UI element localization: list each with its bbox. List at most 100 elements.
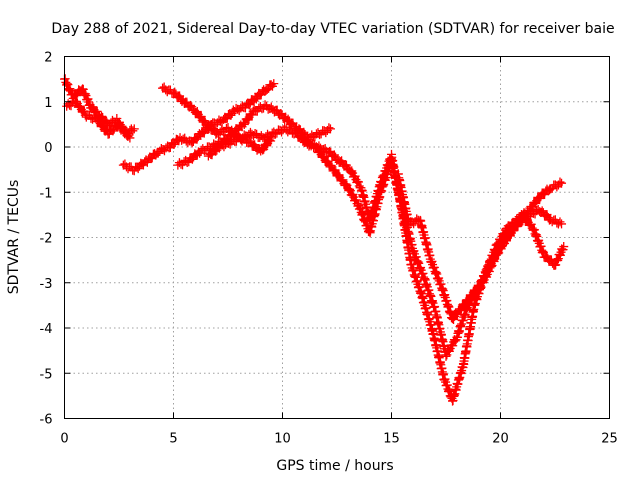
data-point (490, 254, 500, 264)
data-point (170, 87, 180, 97)
series-track-8 (393, 169, 567, 325)
data-point (128, 126, 138, 136)
data-point (341, 160, 351, 170)
data-point (347, 166, 357, 176)
data-point (92, 106, 102, 116)
y-tick-label: 1 (44, 96, 52, 111)
y-tick-label: 0 (44, 141, 52, 156)
data-point (125, 133, 135, 143)
data-point (187, 138, 197, 148)
data-point (153, 148, 163, 158)
data-point (474, 282, 484, 292)
data-point (462, 295, 472, 305)
data-point (488, 255, 498, 265)
data-point (247, 110, 257, 120)
data-point (459, 300, 469, 310)
data-point (123, 132, 133, 142)
data-point (555, 217, 565, 227)
y-tick-label: -6 (40, 413, 53, 428)
x-tick-label: 20 (492, 432, 509, 447)
grid-lines (64, 56, 610, 419)
data-point (325, 124, 335, 134)
data-point (345, 184, 355, 194)
x-tick-label: 10 (274, 432, 291, 447)
data-point (169, 139, 179, 149)
data-point (82, 95, 92, 105)
data-point (552, 182, 562, 192)
data-point (321, 128, 331, 138)
chart-title: Day 288 of 2021, Sidereal Day-to-day VTE… (51, 21, 614, 37)
data-point (493, 249, 503, 259)
data-point (486, 261, 496, 271)
data-point (129, 124, 139, 134)
data-point (487, 260, 497, 270)
x-tick-labels: 0 5 10 15 20 25 (60, 432, 617, 447)
data-point (347, 190, 357, 200)
data-points (60, 74, 569, 406)
data-point (204, 120, 214, 130)
x-axis-title: GPS time / hours (276, 458, 393, 474)
data-point (557, 219, 567, 229)
data-point (409, 219, 419, 229)
x-tick-label: 25 (601, 432, 618, 447)
data-point (555, 177, 565, 187)
data-point (537, 206, 547, 216)
data-point (120, 126, 130, 136)
data-point (80, 89, 90, 99)
data-point (530, 197, 540, 207)
data-point (341, 179, 351, 189)
series-track-7 (299, 136, 569, 361)
data-point (324, 123, 334, 133)
data-point (71, 96, 81, 106)
data-point (353, 177, 363, 187)
axis-ticks (64, 56, 610, 419)
data-point (319, 152, 329, 162)
data-point (517, 217, 527, 227)
data-point (495, 243, 505, 253)
data-point (199, 116, 209, 126)
data-point (185, 100, 195, 110)
data-point (262, 84, 272, 94)
data-point (555, 249, 565, 259)
data-point (559, 242, 569, 252)
data-point (455, 305, 465, 315)
data-point (351, 195, 361, 205)
data-point (441, 351, 451, 361)
y-tick-label: -3 (40, 277, 53, 292)
series-track-6 (203, 122, 567, 406)
data-point (448, 341, 458, 351)
y-axis-title: SDTVAR / TECUs (6, 180, 22, 295)
data-point (326, 160, 336, 170)
data-point (333, 171, 343, 181)
data-point (236, 135, 246, 145)
data-point (489, 256, 499, 266)
data-point (329, 150, 339, 160)
data-point (78, 84, 88, 94)
data-point (258, 145, 268, 155)
data-point (244, 100, 254, 110)
data-point (291, 127, 301, 137)
data-point (329, 166, 339, 176)
data-point (526, 219, 536, 229)
data-point (444, 345, 454, 355)
series-track-3 (118, 79, 279, 176)
data-point (219, 142, 229, 152)
data-point (65, 84, 75, 94)
data-point (262, 141, 272, 151)
data-point (276, 109, 286, 119)
y-tick-label: -1 (40, 186, 53, 201)
y-tick-label: 2 (44, 51, 52, 66)
data-point (448, 314, 458, 324)
data-point (93, 117, 103, 127)
x-tick-label: 5 (169, 432, 177, 447)
data-point (527, 223, 537, 233)
data-point (242, 114, 252, 124)
data-point (484, 267, 494, 277)
data-point (551, 260, 561, 270)
y-tick-label: -4 (40, 322, 53, 337)
x-tick-label: 15 (383, 432, 400, 447)
data-point (311, 142, 321, 152)
data-point (239, 119, 249, 129)
data-point (191, 108, 201, 118)
